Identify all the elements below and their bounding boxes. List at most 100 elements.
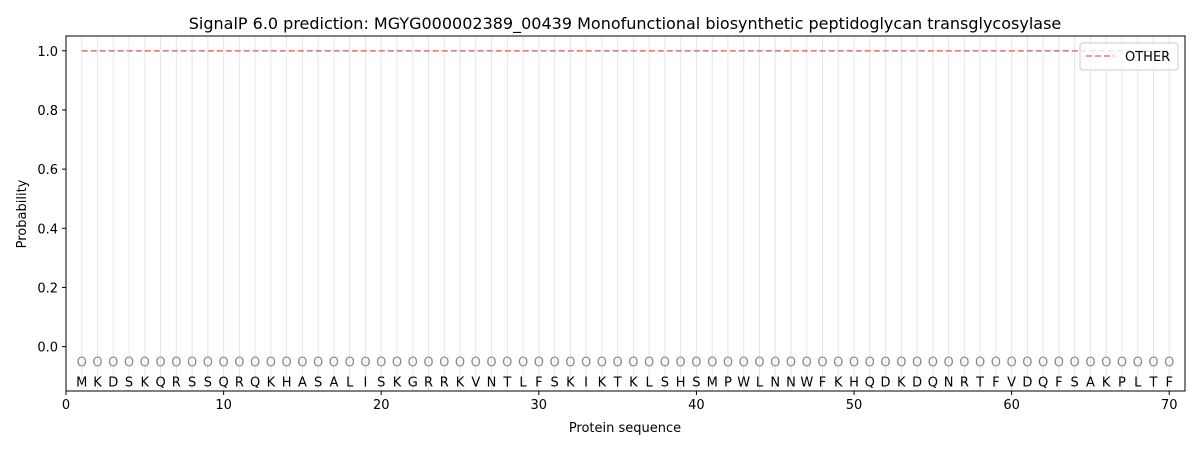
x-tick-label-40: 40 [688, 398, 705, 413]
prediction-label-27: O [486, 355, 496, 370]
prediction-label-49: O [833, 355, 843, 370]
residue-44: L [756, 375, 764, 390]
prediction-label-40: O [691, 355, 701, 370]
y-axis: 0.0 0.2 0.4 0.6 0.8 1.0 [37, 45, 66, 356]
residue-labels: OMOKODOSOKOQOROSOSOQOROQOKOHOAOSOAOLOIOS… [76, 355, 1174, 390]
residue-62: Q [1038, 375, 1048, 390]
prediction-label-67: O [1117, 355, 1127, 370]
residue-13: K [267, 375, 276, 390]
residue-37: L [646, 375, 654, 390]
y-axis-label: Probability [15, 179, 30, 248]
residue-63: F [1055, 375, 1062, 390]
x-tick-label-0: 0 [62, 398, 70, 413]
prediction-label-44: O [754, 355, 764, 370]
residue-40: S [692, 375, 700, 390]
prediction-label-9: O [203, 355, 213, 370]
residue-6: Q [155, 375, 165, 390]
chart-title: SignalP 6.0 prediction: MGYG000002389_00… [189, 14, 1062, 34]
residue-17: A [329, 375, 338, 390]
prediction-label-18: O [345, 355, 355, 370]
residue-24: R [440, 375, 449, 390]
residue-47: W [800, 375, 813, 390]
residue-18: L [346, 375, 354, 390]
prediction-label-58: O [975, 355, 985, 370]
prediction-label-31: O [549, 355, 559, 370]
residue-64: S [1071, 375, 1079, 390]
prediction-label-16: O [313, 355, 323, 370]
prediction-label-32: O [565, 355, 575, 370]
prediction-label-26: O [471, 355, 481, 370]
prediction-label-38: O [660, 355, 670, 370]
prediction-label-56: O [943, 355, 953, 370]
prediction-label-42: O [723, 355, 733, 370]
prediction-label-33: O [581, 355, 591, 370]
residue-14: H [282, 375, 292, 390]
prediction-label-70: O [1164, 355, 1174, 370]
prediction-label-35: O [613, 355, 623, 370]
prediction-label-60: O [1007, 355, 1017, 370]
residue-11: R [235, 375, 244, 390]
residue-68: L [1134, 375, 1142, 390]
x-tick-label-30: 30 [531, 398, 548, 413]
residue-51: Q [865, 375, 875, 390]
prediction-label-41: O [707, 355, 717, 370]
y-tick-label-1: 0.2 [37, 281, 58, 296]
prediction-label-62: O [1038, 355, 1048, 370]
prediction-label-21: O [392, 355, 402, 370]
prediction-label-6: O [155, 355, 165, 370]
residue-22: G [408, 375, 418, 390]
prediction-label-48: O [817, 355, 827, 370]
prediction-label-55: O [928, 355, 938, 370]
prediction-label-45: O [770, 355, 780, 370]
y-tick-label-2: 0.4 [37, 222, 58, 237]
prediction-label-53: O [896, 355, 906, 370]
residue-4: S [125, 375, 133, 390]
residue-25: K [456, 375, 465, 390]
residue-42: P [724, 375, 732, 390]
y-tick-label-4: 0.8 [37, 104, 58, 119]
prediction-label-20: O [376, 355, 386, 370]
prediction-label-1: O [77, 355, 87, 370]
prediction-label-64: O [1070, 355, 1080, 370]
residue-60: V [1007, 375, 1016, 390]
x-axis: 0 10 20 30 40 50 60 70 [62, 391, 1178, 413]
residue-12: Q [250, 375, 260, 390]
residue-2: K [93, 375, 102, 390]
prediction-label-23: O [423, 355, 433, 370]
prediction-label-4: O [124, 355, 134, 370]
prediction-label-69: O [1148, 355, 1158, 370]
residue-5: K [141, 375, 150, 390]
residue-8: S [188, 375, 196, 390]
residue-43: W [737, 375, 750, 390]
prediction-label-46: O [786, 355, 796, 370]
residue-26: V [471, 375, 480, 390]
residue-49: K [834, 375, 843, 390]
vertical-gridlines [81, 36, 1170, 391]
x-tick-label-50: 50 [846, 398, 863, 413]
prediction-label-28: O [502, 355, 512, 370]
residue-27: N [487, 375, 497, 390]
residue-39: H [676, 375, 686, 390]
prediction-label-54: O [912, 355, 922, 370]
prediction-label-65: O [1085, 355, 1095, 370]
prediction-label-59: O [991, 355, 1001, 370]
residue-58: T [975, 375, 984, 390]
prediction-label-57: O [959, 355, 969, 370]
prediction-label-19: O [360, 355, 370, 370]
legend: OTHER [1079, 42, 1179, 71]
residue-29: L [519, 375, 527, 390]
residue-35: T [613, 375, 622, 390]
residue-69: T [1149, 375, 1158, 390]
residue-10: Q [218, 375, 228, 390]
legend-box [1079, 42, 1179, 71]
prediction-label-11: O [234, 355, 244, 370]
residue-59: F [992, 375, 999, 390]
residue-65: A [1086, 375, 1095, 390]
residue-48: F [819, 375, 826, 390]
prediction-label-50: O [849, 355, 859, 370]
prediction-label-63: O [1054, 355, 1064, 370]
residue-31: S [550, 375, 558, 390]
residue-15: A [298, 375, 307, 390]
residue-50: H [849, 375, 859, 390]
prediction-label-51: O [865, 355, 875, 370]
